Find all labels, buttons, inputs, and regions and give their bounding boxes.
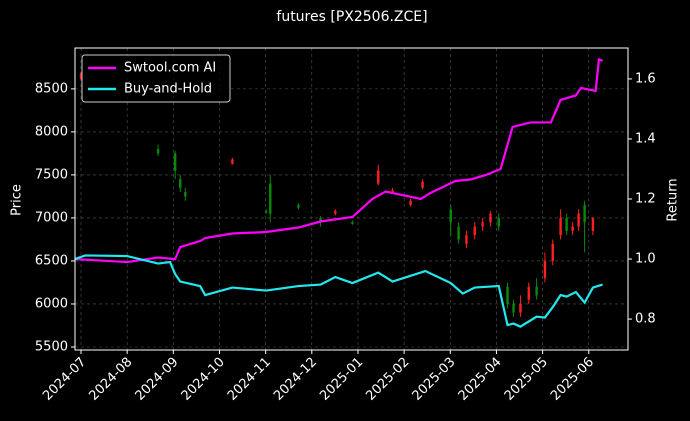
candle-body <box>297 205 300 208</box>
candle-body <box>543 260 547 279</box>
candle-body <box>559 217 562 236</box>
candle-body <box>527 286 530 300</box>
y-axis-label: Price <box>10 184 25 216</box>
candle-body <box>519 303 522 313</box>
candle-body <box>465 235 468 244</box>
y-tick-label: 8000 <box>35 124 68 139</box>
candle-body <box>457 226 460 240</box>
candle-body <box>391 190 394 193</box>
candle-body <box>269 183 272 214</box>
y2-tick-label: 1.0 <box>635 252 656 267</box>
candle-body <box>481 222 484 227</box>
candle-body <box>551 243 554 261</box>
candle-body <box>421 181 424 188</box>
candle-body <box>231 159 234 164</box>
line-series <box>74 254 603 328</box>
candle-body <box>489 213 492 223</box>
y-tick-label: 7000 <box>35 210 68 225</box>
candle-body <box>409 200 412 206</box>
legend-box <box>81 54 231 103</box>
candle-body <box>571 226 574 231</box>
candle-body <box>173 153 177 171</box>
candle-body <box>512 303 515 313</box>
y2-tick-label: 1.2 <box>635 192 656 207</box>
y2-tick-label: 0.8 <box>635 312 656 327</box>
y-tick-label: 7500 <box>35 167 68 182</box>
candle-body <box>264 211 268 213</box>
candle-body <box>535 286 538 296</box>
y2-tick-label: 1.6 <box>635 71 656 86</box>
line-series <box>74 57 604 264</box>
candle-body <box>591 217 595 231</box>
candle-body <box>184 192 187 197</box>
candle-body <box>377 170 380 184</box>
chart-title: futures [PX2506.ZCE] <box>276 9 427 25</box>
candle-body <box>565 217 568 231</box>
candle-body <box>497 217 500 227</box>
candle-body <box>179 179 182 188</box>
candle-body <box>334 211 337 214</box>
candle-body <box>156 149 160 154</box>
y-tick-label: 8500 <box>35 81 68 96</box>
candle-body <box>577 213 580 227</box>
candle-body <box>351 222 354 224</box>
candle-body <box>449 209 452 223</box>
y-tick-label: 6500 <box>35 253 68 268</box>
candle-body <box>319 217 322 223</box>
candle-body <box>583 205 586 223</box>
candle-body <box>473 226 476 236</box>
y2-tick-label: 1.4 <box>635 131 656 146</box>
y-tick-label: 5500 <box>35 339 68 354</box>
legend-label: Swtool.com AI <box>124 61 216 76</box>
y2-axis-label: Return <box>666 178 681 221</box>
legend-label: Buy-and-Hold <box>124 82 212 97</box>
candle-body <box>506 286 509 304</box>
plot-frame <box>74 47 629 351</box>
candle-body <box>79 73 83 79</box>
y-tick-label: 6000 <box>35 296 68 311</box>
